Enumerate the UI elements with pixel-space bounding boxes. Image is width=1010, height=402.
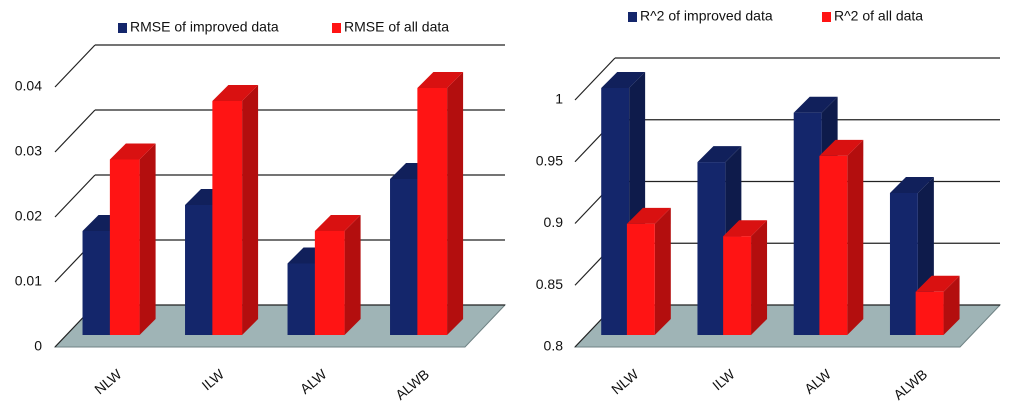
bar-top <box>109 143 156 160</box>
bar-side <box>654 207 671 335</box>
bar <box>82 231 113 335</box>
bar-side <box>242 85 259 335</box>
bar <box>697 162 726 335</box>
y-tick-label: 0.01 <box>15 273 42 289</box>
y-tick-label: 0.8 <box>544 338 564 354</box>
legend-label: R^2 of all data <box>834 8 923 24</box>
bar-top <box>793 96 838 113</box>
tick-line <box>54 109 96 153</box>
x-tick-label: ALWB <box>890 366 930 402</box>
bar <box>417 88 448 335</box>
x-tick-label: ALW <box>801 365 834 397</box>
bar-top <box>314 215 361 231</box>
x-tick-label: ALWB <box>392 366 432 402</box>
bar <box>109 159 140 335</box>
bar <box>390 179 420 335</box>
x-tick-label: ILW <box>198 365 227 393</box>
bar-side <box>943 275 960 335</box>
y-tick-label: 0.9 <box>544 214 564 230</box>
bar <box>889 192 918 335</box>
bar-side <box>751 220 768 335</box>
bar <box>915 291 944 335</box>
legend-label: R^2 of improved data <box>640 8 773 24</box>
bar <box>287 263 318 335</box>
tick-line <box>54 174 96 218</box>
bar <box>819 155 848 335</box>
bar-top <box>697 146 742 163</box>
bar-top <box>889 176 934 193</box>
x-tick-label: ILW <box>709 365 738 393</box>
bar-top <box>212 85 259 101</box>
y-tick-label: 1 <box>555 91 563 107</box>
legend-swatch <box>628 12 637 22</box>
bar-side <box>344 215 361 335</box>
legend-swatch <box>822 12 831 22</box>
bar-side <box>847 139 864 335</box>
bar-top <box>601 72 646 88</box>
y-tick-label: 0.03 <box>15 143 42 159</box>
bar <box>314 231 345 335</box>
bar-top <box>417 72 464 88</box>
y-tick-label: 0.02 <box>15 208 42 224</box>
bar-top <box>626 207 671 224</box>
y-tick-label: 0 <box>34 338 42 354</box>
legend-swatch <box>118 23 127 33</box>
bar <box>626 223 655 335</box>
bar <box>601 88 630 335</box>
bar-side <box>447 72 464 335</box>
tick-line <box>54 44 96 88</box>
legend-label: RMSE of all data <box>344 19 449 35</box>
tick-line <box>574 57 616 101</box>
x-tick-label: NLW <box>91 365 125 397</box>
bar <box>723 236 752 335</box>
y-tick-label: 0.85 <box>536 276 563 292</box>
legend-swatch <box>332 23 341 33</box>
legend-label: RMSE of improved data <box>130 19 279 35</box>
y-tick-label: 0.95 <box>536 152 563 168</box>
bar-top <box>915 275 960 292</box>
bar-side <box>139 143 156 335</box>
bar <box>793 112 822 335</box>
y-tick-label: 0.04 <box>15 78 42 94</box>
bar-top <box>819 139 864 156</box>
bar <box>185 205 215 335</box>
bar <box>212 101 243 335</box>
x-tick-label: NLW <box>608 365 642 397</box>
bar-top <box>723 220 768 237</box>
x-tick-label: ALW <box>297 365 330 397</box>
